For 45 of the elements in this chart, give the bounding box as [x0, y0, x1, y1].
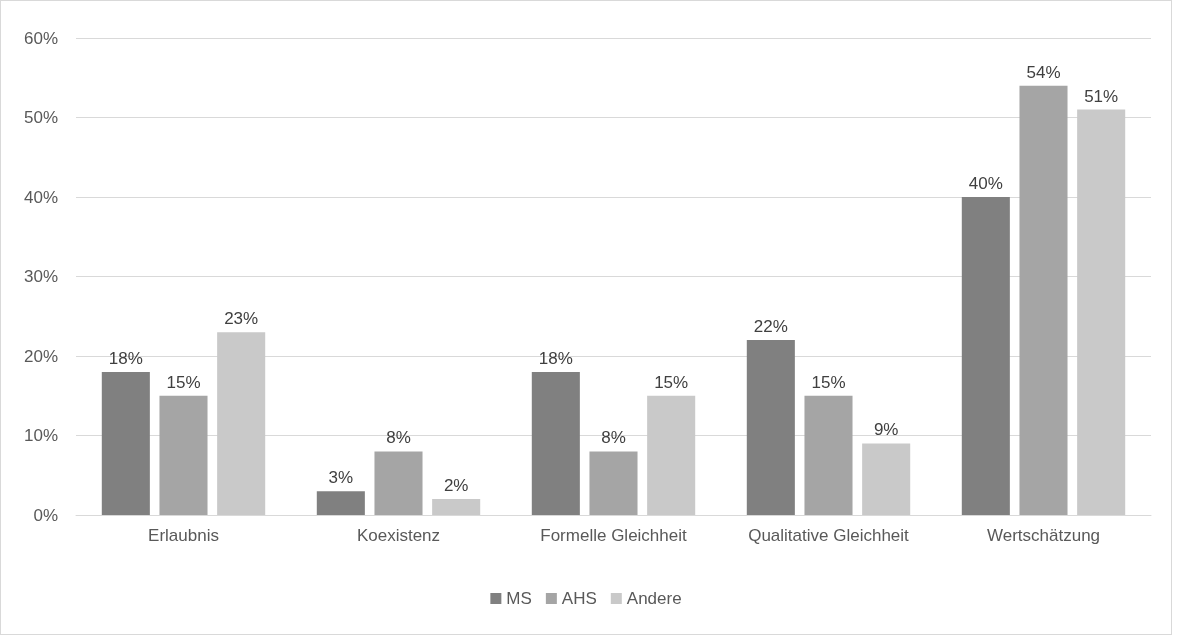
bar [159, 395, 208, 515]
data-label: 15% [166, 372, 201, 392]
data-label: 23% [224, 309, 259, 329]
bar [374, 451, 423, 515]
data-label: 54% [1026, 62, 1061, 82]
data-label: 15% [654, 372, 689, 392]
data-label: 18% [108, 348, 143, 368]
bar [961, 197, 1010, 515]
bar [217, 332, 266, 515]
x-tick-label: Formelle Gleichheit [540, 526, 687, 545]
data-label: 8% [601, 428, 626, 448]
y-tick-label: 20% [23, 346, 58, 366]
bar [531, 371, 580, 515]
x-tick-label: Wertschätzung [986, 526, 1101, 545]
x-tick-label: Koexistenz [356, 526, 441, 545]
bar [804, 395, 853, 515]
data-label: 51% [1084, 86, 1119, 106]
x-tick-label: Qualitative Gleichheit [748, 526, 910, 545]
bar [746, 340, 795, 515]
data-label: 15% [811, 372, 846, 392]
data-label: 18% [538, 348, 573, 368]
y-tick-label: 60% [23, 28, 58, 48]
bar [1077, 109, 1126, 515]
bar [1019, 85, 1068, 515]
y-tick-label: 30% [23, 267, 58, 286]
bar [589, 451, 638, 515]
data-label: 9% [873, 420, 899, 440]
bar [316, 491, 365, 515]
legend-label: Andere [626, 589, 682, 608]
data-label: 40% [968, 174, 1003, 193]
legend-label: MS [506, 589, 532, 608]
bar [101, 371, 150, 515]
data-label: 3% [328, 468, 354, 488]
bar [647, 395, 696, 515]
y-tick-label: 10% [23, 426, 58, 445]
data-label: 2% [443, 476, 469, 496]
bar [432, 499, 481, 515]
data-label: 8% [386, 428, 411, 448]
data-label: 22% [753, 317, 788, 337]
y-tick-label: 40% [23, 187, 58, 207]
x-tick-label: Erlaubnis [148, 526, 219, 545]
legend-label: AHS [561, 589, 597, 608]
bar [862, 443, 911, 515]
y-tick-label: 50% [23, 108, 58, 127]
y-tick-label: 0% [33, 505, 58, 525]
